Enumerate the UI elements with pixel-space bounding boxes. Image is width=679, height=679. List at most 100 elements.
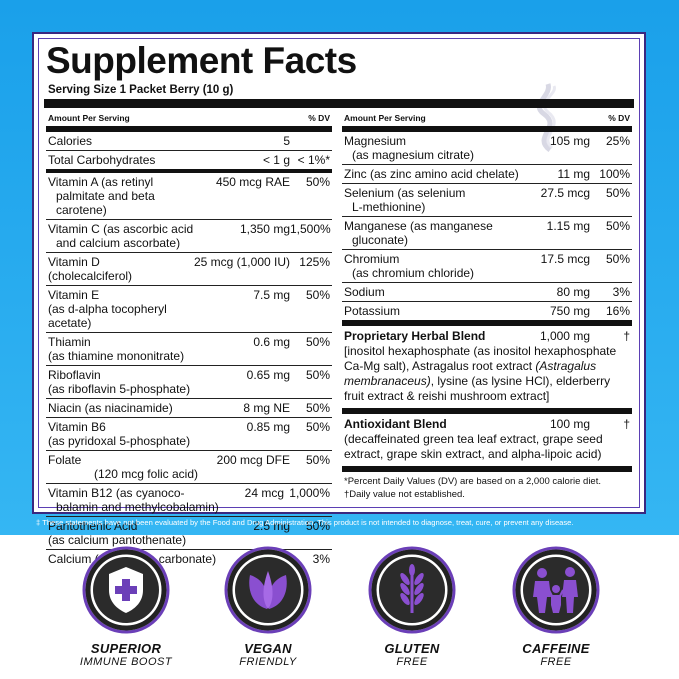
dv-label: % DV <box>308 113 330 123</box>
nutrient-source: L-methionine) <box>352 200 426 214</box>
nutrient-dv: 50% <box>305 288 330 302</box>
badge-subtitle: IMMUNE BOOST <box>79 656 173 668</box>
nutrient-dv: 16% <box>605 304 630 318</box>
blend-amount: 100 mg <box>549 417 590 431</box>
nutrient-dv: 50% <box>305 175 330 189</box>
nutrient-source: (as calcium pantothenate) <box>48 533 187 547</box>
nutrient-amount: 1.15 mg <box>546 219 590 233</box>
nutrient-row-potassium: Potassium 750 mg 16% <box>342 302 632 326</box>
header-rule <box>44 99 634 108</box>
supplement-facts-panel: Supplement Facts Serving Size 1 Packet B… <box>32 32 646 566</box>
nutrient-row-vitamin-b12: Vitamin B12 (as cyanoco-balamin and meth… <box>46 484 332 517</box>
nutrient-row-selenium: Selenium (as selenium L-methionine) 27.5 … <box>342 184 632 217</box>
blend-ingredients-part: , lysine (as lysine HCl), elderberry fru… <box>344 374 611 403</box>
nutrient-name: Niacin (as niacinamide) <box>48 401 173 415</box>
nutrient-amount: 0.6 mg <box>253 335 290 349</box>
nutrient-amount: 17.5 mcg <box>540 252 590 266</box>
nutrient-amount: 1,350 mg <box>239 222 290 236</box>
badge-title: GLUTEN <box>384 641 440 656</box>
nutrient-source: (as magnesium citrate) <box>352 148 475 162</box>
nutrient-name: Sodium <box>344 285 385 299</box>
blend-ingredients: (decaffeinated green tea leaf extract, g… <box>344 432 603 461</box>
nutrient-dv: 50% <box>305 519 330 533</box>
nutrient-source: palmitate and beta carotene) <box>56 189 155 217</box>
nutrient-amount: 105 mg <box>549 134 590 148</box>
badge-vegan: VEGAN FRIENDLY <box>218 545 318 668</box>
left-nutrient-column: Amount Per Serving % DV Calories 5 Total… <box>46 112 332 568</box>
antioxidant-blend: Antioxidant Blend 100 mg † (decaffeinate… <box>342 414 632 472</box>
right-column-header: Amount Per Serving % DV <box>342 112 632 132</box>
nutrient-dv: 50% <box>305 335 330 349</box>
badge-subtitle: FREE <box>396 656 428 668</box>
nutrient-row-magnesium: Magnesium (as magnesium citrate) 105 mg 2… <box>342 132 632 165</box>
nutrient-row-pantothenic-acid: Pantothenic Acid (as calcium pantothenate… <box>46 517 332 550</box>
nutrient-amount: 0.65 mg <box>246 368 290 382</box>
nutrient-source: (as riboflavin 5-phosphate) <box>48 382 191 396</box>
nutrient-source: (as pyridoxal 5-phosphate) <box>48 434 191 448</box>
blend-latin-name: (Astragalus membranaceus) <box>344 359 597 388</box>
nutrient-source: (cholecalciferol) <box>48 269 133 283</box>
nutrient-dv: 50% <box>305 368 330 382</box>
nutrient-source: (as chromium chloride) <box>352 266 475 280</box>
nutrient-dv: 50% <box>605 219 630 233</box>
amount-per-serving-label: Amount Per Serving <box>48 113 130 123</box>
nutrient-name: Vitamin E <box>48 288 100 302</box>
nutrient-name: Vitamin B6 <box>48 420 106 434</box>
nutrient-row-folate: Folate (120 mcg folic acid) 200 mcg DFE 5… <box>46 451 332 484</box>
nutrient-name: Vitamin D <box>48 255 100 269</box>
nutrient-row-carbohydrates: Total Carbohydrates < 1 g < 1%* <box>46 151 332 173</box>
nutrient-name: Chromium <box>344 252 400 266</box>
nutrient-name: Potassium <box>344 304 401 318</box>
blend-name: Antioxidant Blend <box>344 417 447 431</box>
nutrient-source: (120 mcg folic acid) <box>93 467 198 481</box>
nutrient-dv: 3% <box>612 285 630 299</box>
footnotes: *Percent Daily Values (DV) are based on … <box>342 472 632 504</box>
badge-immune-boost: SUPERIOR IMMUNE BOOST <box>76 545 176 668</box>
blend-ingredients: [inositol hexaphosphate (as inositol hex… <box>344 344 630 404</box>
nutrient-name: Manganese (as manganese <box>344 219 493 233</box>
right-nutrient-column: Amount Per Serving % DV Magnesium (as mag… <box>342 112 632 504</box>
nutrient-name: Folate <box>48 453 82 467</box>
blend-name: Proprietary Herbal Blend <box>344 329 486 343</box>
nutrient-name: Calories <box>48 134 93 148</box>
nutrient-dv: 50% <box>605 252 630 266</box>
nutrient-amount: < 1 g <box>262 153 290 167</box>
nutrient-amount: 24 mcg <box>244 486 284 500</box>
nutrient-dv: 125% <box>299 255 330 269</box>
nutrient-dv: 50% <box>305 401 330 415</box>
badge-title: VEGAN <box>244 641 292 656</box>
blend-amount: 1,000 mg <box>539 329 590 343</box>
nutrient-amount: 8 mg NE <box>243 401 290 415</box>
nutrient-name: Zinc (as zinc amino acid chelate) <box>344 167 519 181</box>
nutrient-amount: 450 mcg RAE <box>215 175 290 189</box>
nutrient-row-manganese: Manganese (as manganese gluconate) 1.15 m… <box>342 217 632 250</box>
nutrient-dv: 25% <box>605 134 630 148</box>
blend-ingredients-part: [inositol hexaphosphate (as inositol hex… <box>344 344 617 373</box>
nutrient-row-vitamin-b6: Vitamin B6 (as pyridoxal 5-phosphate) 0.8… <box>46 418 332 451</box>
nutrient-dv: < 1%* <box>297 153 330 167</box>
nutrient-row-sodium: Sodium 80 mg 3% <box>342 283 632 302</box>
page-title: Supplement Facts <box>46 40 357 81</box>
nutrient-row-riboflavin: Riboflavin (as riboflavin 5-phosphate) 0.… <box>46 366 332 399</box>
nutrient-amount: 750 mg <box>549 304 590 318</box>
amount-per-serving-label: Amount Per Serving <box>344 113 426 123</box>
nutrient-dv: 1,000% <box>289 486 330 500</box>
nutrient-row-calories: Calories 5 <box>46 132 332 151</box>
fda-disclaimer: ‡ These statements have not been evaluat… <box>36 518 574 527</box>
nutrient-amount: 11 mg <box>557 167 590 181</box>
nutrient-row-niacin: Niacin (as niacinamide) 8 mg NE 50% <box>46 399 332 418</box>
badge-title: SUPERIOR <box>90 641 162 656</box>
badge-caffeine-free: CAFFEINE FREE <box>506 545 606 668</box>
nutrient-name: Riboflavin <box>48 368 101 382</box>
nutrient-row-vitamin-c: Vitamin C (as ascorbic acid and calcium a… <box>46 220 332 253</box>
proprietary-herbal-blend: Proprietary Herbal Blend 1,000 mg † [ino… <box>342 326 632 414</box>
nutrient-row-zinc: Zinc (as zinc amino acid chelate) 11 mg … <box>342 165 632 184</box>
nutrient-name: Total Carbohydrates <box>48 153 156 167</box>
nutrient-source: and calcium ascorbate) <box>56 236 181 250</box>
nutrient-amount: 5 <box>283 134 290 148</box>
nutrient-dv: 100% <box>599 167 630 181</box>
nutrient-row-vitamin-e: Vitamin E (as d-alpha tocopheryl acetate)… <box>46 286 332 333</box>
shield-plus-icon <box>82 546 170 634</box>
nutrient-name: Vitamin B12 (as cyanoco- <box>48 486 185 500</box>
blend-dv: † <box>623 329 630 343</box>
